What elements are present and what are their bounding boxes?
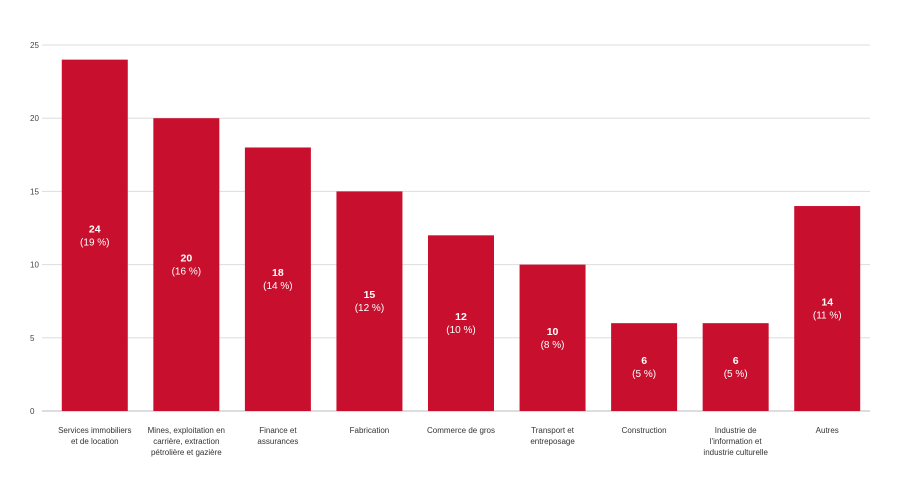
bar-value-label: 10 xyxy=(547,326,559,338)
x-tick-label-line: Industrie de xyxy=(715,426,757,435)
bar-percent-label: (5 %) xyxy=(632,369,656,380)
bar xyxy=(702,323,769,411)
x-tick-label: Mines, exploitation en carrière, extracti… xyxy=(148,426,225,457)
bar xyxy=(244,147,311,412)
x-axis: Services immobiliers et de location Mines,… xyxy=(58,426,839,457)
x-tick-label-line: Services immobiliers xyxy=(58,426,131,435)
x-tick-label-line: et de location xyxy=(71,437,119,446)
y-tick-label: 10 xyxy=(30,261,39,270)
x-tick-label-line: industrie culturelle xyxy=(703,448,768,457)
bar-value-label: 6 xyxy=(733,355,739,367)
x-tick-label: Autres xyxy=(816,426,839,435)
bar xyxy=(61,59,128,411)
x-tick-label-line: Autres xyxy=(816,426,839,435)
bar-value-label: 20 xyxy=(180,253,192,265)
bar-percent-label: (12 %) xyxy=(355,303,384,314)
bar-value-label: 15 xyxy=(364,289,376,301)
bar-value-label: 14 xyxy=(821,297,833,309)
y-tick-label: 20 xyxy=(30,114,39,123)
x-tick-label-line: Construction xyxy=(622,426,667,435)
bar-percent-label: (5 %) xyxy=(724,369,748,380)
bar-percent-label: (8 %) xyxy=(541,340,565,351)
bar xyxy=(519,264,586,411)
bar-percent-label: (11 %) xyxy=(813,311,842,322)
x-tick-label: Commerce de gros xyxy=(427,426,495,435)
bar-value-label: 18 xyxy=(272,267,284,279)
bar-percent-label: (16 %) xyxy=(172,267,201,278)
y-tick-label: 5 xyxy=(30,334,35,343)
bar xyxy=(153,118,220,411)
bar-value-label: 6 xyxy=(641,355,647,367)
x-tick-label: Transport et entreposage xyxy=(530,426,575,446)
x-tick-label-line: Commerce de gros xyxy=(427,426,495,435)
x-tick-label-line: entreposage xyxy=(530,437,575,446)
bars: 24 (19 %) 20 (16 %) 18 (14 %) 15 (12 %) 12 (10 %)… xyxy=(61,59,861,412)
x-tick-label: Services immobiliers et de location xyxy=(58,426,131,446)
y-tick-label: 25 xyxy=(30,41,39,50)
bar-value-label: 12 xyxy=(455,311,467,323)
x-tick-label: Finance et assurances xyxy=(257,426,298,446)
bar xyxy=(336,191,403,411)
x-tick-label-line: pétrolière et gazière xyxy=(151,448,222,457)
x-tick-label-line: l'information et xyxy=(710,437,763,446)
bar-percent-label: (10 %) xyxy=(446,325,475,336)
y-axis: 0 5 10 15 20 25 xyxy=(30,41,39,416)
bar-percent-label: (19 %) xyxy=(80,237,109,248)
bar-percent-label: (14 %) xyxy=(263,281,292,292)
x-tick-label-line: Mines, exploitation en xyxy=(148,426,225,435)
bar xyxy=(428,235,494,411)
x-tick-label: Construction xyxy=(622,426,667,435)
x-tick-label-line: carrière, extraction xyxy=(153,437,219,446)
y-tick-label: 15 xyxy=(30,187,39,196)
x-tick-label-line: Finance et xyxy=(259,426,297,435)
x-tick-label: Fabrication xyxy=(350,426,390,435)
y-tick-label: 0 xyxy=(30,407,35,416)
bar-value-label: 24 xyxy=(89,223,101,235)
x-tick-label: Industrie de l'information et industrie cu… xyxy=(703,426,768,457)
bar xyxy=(611,323,678,411)
x-tick-label-line: assurances xyxy=(257,437,298,446)
bar xyxy=(794,206,861,411)
x-tick-label-line: Fabrication xyxy=(350,426,390,435)
x-tick-label-line: Transport et xyxy=(531,426,575,435)
